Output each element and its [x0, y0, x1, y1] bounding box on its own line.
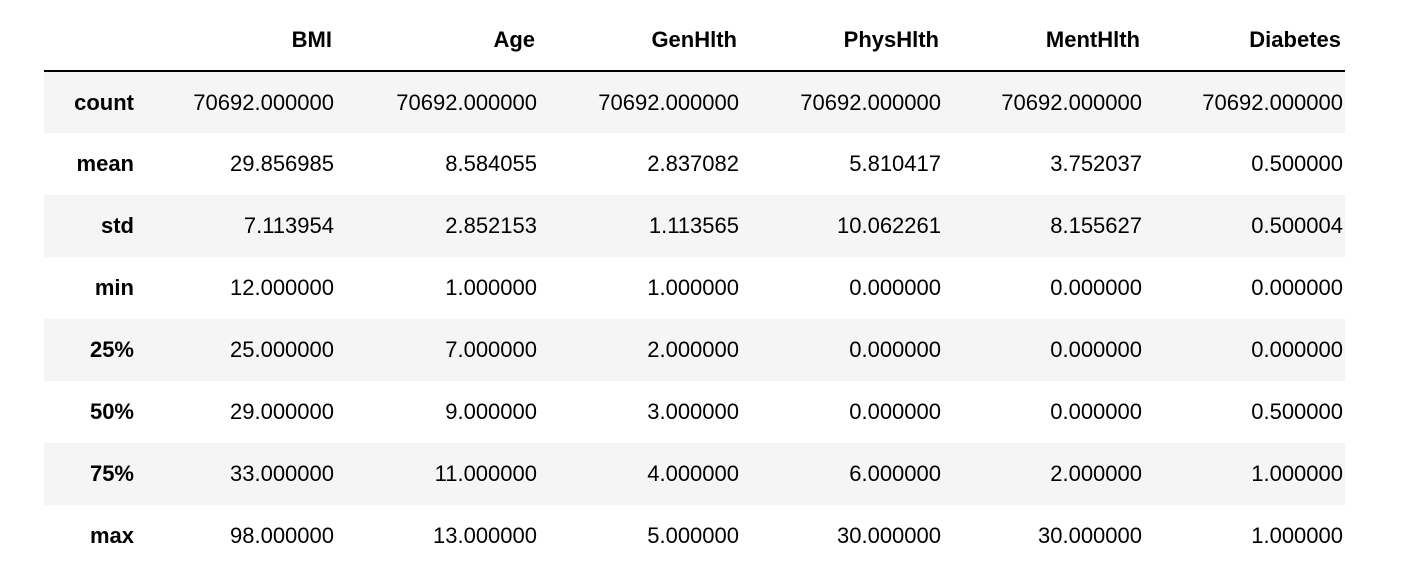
- table-cell: 30.000000: [1038, 523, 1142, 548]
- table-cell: 7.000000: [445, 337, 537, 362]
- table-cell: 1.000000: [1251, 523, 1343, 548]
- table-cell: 0.000000: [1251, 337, 1343, 362]
- table-cell: 30.000000: [837, 523, 941, 548]
- row-label: std: [101, 213, 134, 238]
- table-cell: 8.584055: [445, 151, 537, 176]
- table-cell: 1.000000: [1251, 461, 1343, 486]
- table-cell: 70692.000000: [193, 89, 334, 115]
- table-cell: 3.752037: [1050, 151, 1142, 176]
- row-label: min: [94, 275, 134, 300]
- table-row-mean: mean 29.856985 8.584055 2.837082 5.81041…: [44, 133, 1345, 195]
- table-cell: 12.000000: [230, 275, 334, 300]
- table-row-std: std 7.113954 2.852153 1.113565 10.062261…: [44, 195, 1345, 257]
- table-cell: 5.000000: [647, 523, 739, 548]
- table-cell: 2.852153: [445, 213, 537, 238]
- index-header: [44, 10, 138, 72]
- row-label: count: [74, 89, 134, 115]
- row-label: 25%: [89, 337, 134, 362]
- table-row-25pct: 25% 25.000000 7.000000 2.000000 0.000000…: [44, 319, 1345, 381]
- table-cell: 70692.000000: [800, 89, 941, 115]
- row-label: 75%: [89, 461, 134, 486]
- table-cell: 0.000000: [1251, 275, 1343, 300]
- row-label: mean: [76, 151, 134, 176]
- table-cell: 1.000000: [647, 275, 739, 300]
- table-cell: 0.000000: [1050, 337, 1142, 362]
- table-cell: 1.000000: [445, 275, 537, 300]
- table-row-min: min 12.000000 1.000000 1.000000 0.000000…: [44, 257, 1345, 319]
- table-cell: 2.000000: [647, 337, 739, 362]
- row-label: max: [89, 523, 134, 548]
- row-label: 50%: [89, 399, 134, 424]
- column-header-age: Age: [336, 10, 539, 72]
- header-row: BMI Age GenHlth PhysHlth MentHlth Diabet…: [44, 10, 1345, 72]
- table-cell: 70692.000000: [1001, 89, 1142, 115]
- table-cell: 0.000000: [849, 337, 941, 362]
- table-cell: 0.000000: [849, 399, 941, 424]
- table-cell: 29.856985: [230, 151, 334, 176]
- table-cell: 98.000000: [230, 523, 334, 548]
- table-cell: 9.000000: [445, 399, 537, 424]
- describe-table: BMI Age GenHlth PhysHlth MentHlth Diabet…: [44, 10, 1345, 567]
- table-cell: 0.000000: [849, 275, 941, 300]
- column-header-bmi: BMI: [138, 10, 336, 72]
- table-cell: 8.155627: [1050, 213, 1142, 238]
- column-header-physhlth: PhysHlth: [741, 10, 943, 72]
- table-cell: 2.837082: [647, 151, 739, 176]
- table-row-count: count 70692.000000 70692.000000 70692.00…: [44, 71, 1345, 133]
- table-header: BMI Age GenHlth PhysHlth MentHlth Diabet…: [44, 10, 1345, 72]
- table-cell: 11.000000: [434, 461, 537, 486]
- table-cell: 0.500000: [1251, 399, 1343, 424]
- table-cell: 70692.000000: [598, 89, 739, 115]
- table-cell: 3.000000: [647, 399, 739, 424]
- table-cell: 2.000000: [1050, 461, 1142, 486]
- table-body: count 70692.000000 70692.000000 70692.00…: [44, 71, 1345, 567]
- table-row-75pct: 75% 33.000000 11.000000 4.000000 6.00000…: [44, 443, 1345, 505]
- table-cell: 29.000000: [230, 399, 334, 424]
- table-cell: 5.810417: [849, 151, 941, 176]
- table-cell: 0.500000: [1251, 151, 1343, 176]
- table-cell: 25.000000: [230, 337, 334, 362]
- column-header-genhlth: GenHlth: [539, 10, 741, 72]
- column-header-diabetes: Diabetes: [1144, 10, 1345, 72]
- table-cell: 70692.000000: [396, 89, 537, 115]
- table-cell: 0.000000: [1050, 399, 1142, 424]
- table-row-50pct: 50% 29.000000 9.000000 3.000000 0.000000…: [44, 381, 1345, 443]
- table-cell: 0.000000: [1050, 275, 1142, 300]
- table-cell: 70692.000000: [1202, 89, 1343, 115]
- table-cell: 4.000000: [647, 461, 739, 486]
- table-row-max: max 98.000000 13.000000 5.000000 30.0000…: [44, 505, 1345, 567]
- table-cell: 33.000000: [230, 461, 334, 486]
- table-cell: 1.113565: [648, 213, 739, 238]
- table-cell: 6.000000: [849, 461, 941, 486]
- table-cell: 7.113954: [243, 213, 334, 238]
- table-cell: 13.000000: [433, 523, 537, 548]
- table-cell: 0.500004: [1251, 213, 1343, 238]
- table-cell: 10.062261: [837, 213, 941, 238]
- column-header-menthlth: MentHlth: [943, 10, 1144, 72]
